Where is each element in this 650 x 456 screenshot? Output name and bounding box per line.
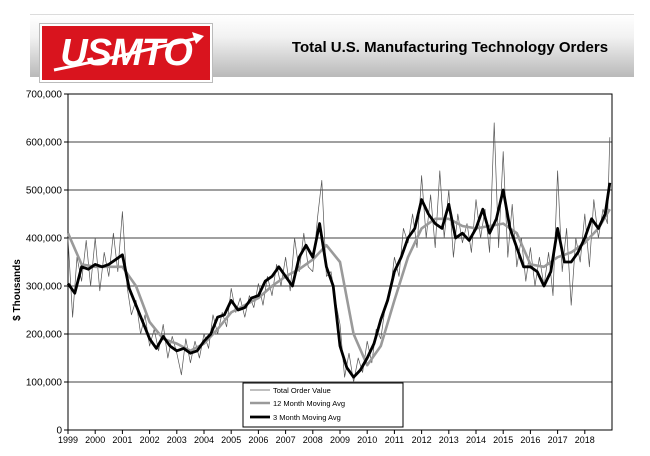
x-tick-label: 2002 — [140, 435, 160, 445]
x-tick-label: 2004 — [194, 435, 214, 445]
x-tick-label: 2013 — [439, 435, 459, 445]
x-tick-label: 2012 — [412, 435, 432, 445]
x-tick-label: 2017 — [548, 435, 568, 445]
legend-label-3mo: 3 Month Moving Avg — [273, 413, 341, 422]
x-tick-label: 2001 — [112, 435, 132, 445]
x-tick-label: 2006 — [248, 435, 268, 445]
series-3-month-moving-avg — [66, 182, 612, 379]
series-12-month-moving-avg — [66, 208, 611, 367]
x-tick-label: 2016 — [520, 435, 540, 445]
logo-text: USMTO — [60, 32, 193, 74]
y-tick-label: 600,000 — [26, 138, 63, 149]
y-tick-label: 400,000 — [26, 234, 63, 245]
series-layer — [66, 122, 612, 383]
x-tick-label: 2014 — [466, 435, 486, 445]
x-tick-label: 1999 — [58, 435, 78, 445]
x-tick-label: 2005 — [221, 435, 241, 445]
chart-title: Total U.S. Manufacturing Technology Orde… — [291, 39, 609, 56]
x-axis-ticks: 1999 2000 2001 2002 2003 2004 2005 2006 2007 2008… — [58, 430, 595, 445]
y-axis-label: $ Thousands — [12, 259, 23, 321]
y-tick-label: 500,000 — [26, 186, 63, 197]
x-tick-label: 2009 — [330, 435, 350, 445]
x-tick-label: 2018 — [575, 435, 595, 445]
x-tick-label: 2010 — [357, 435, 377, 445]
y-tick-label: 100,000 — [26, 378, 63, 389]
legend-label-12mo: 12 Month Moving Avg — [273, 399, 345, 408]
x-tick-label: 2008 — [303, 435, 323, 445]
y-tick-label: 0 — [56, 426, 62, 437]
legend: Total Order Value 12 Month Moving Avg 3 … — [242, 382, 404, 428]
y-tick-label: 200,000 — [26, 330, 63, 341]
x-tick-label: 2003 — [167, 435, 187, 445]
y-axis-ticks: 0 100,000 200,000 300,000 400,000 500,000 600,… — [26, 90, 68, 437]
logo-swoosh-icon — [53, 32, 204, 72]
header-banner: USMTO Total U.S. Manufacturing Technolog… — [30, 14, 634, 82]
x-tick-label: 2007 — [276, 435, 296, 445]
usmto-logo: USMTO — [40, 24, 212, 82]
x-tick-label: 2011 — [385, 435, 404, 445]
x-tick-label: 2015 — [493, 435, 513, 445]
legend-label-total: Total Order Value — [273, 386, 331, 395]
y-tick-label: 300,000 — [26, 282, 63, 293]
series-total-order-value — [67, 122, 611, 383]
x-tick-label: 2000 — [85, 435, 105, 445]
y-tick-label: 700,000 — [26, 90, 63, 101]
